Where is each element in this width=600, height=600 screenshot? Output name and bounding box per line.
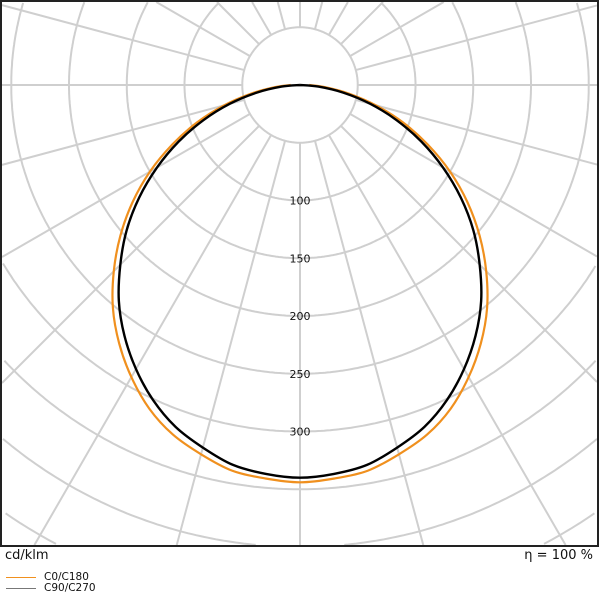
grid-circle [5,512,595,545]
grid-spoke [216,1,260,45]
grid-spoke [1,4,245,72]
grid-circle [3,360,597,491]
radial-tick-label: 200 [290,310,311,323]
grid-spoke [355,4,598,72]
grid-circle [10,2,590,375]
radial-tick-label: 100 [290,195,311,208]
legend-label: C0/C180 [44,571,89,583]
unit-label: cd/klm [5,548,49,563]
grid-circle [68,1,532,317]
grid-spoke [349,113,598,258]
radial-tick-labels: 100 150 200 250 300 [290,195,311,439]
curves [111,83,489,484]
grid-circle [2,262,597,433]
grid-spoke [313,140,425,546]
grid-spoke [175,140,287,546]
legend-item-c90-c270: C90/C270 [6,583,96,594]
grid-spoke [355,98,598,166]
grid-spoke [328,134,567,546]
grid-spoke [1,125,260,384]
efficiency-label: η = 100 % [524,548,593,563]
grid-spoke [340,1,384,45]
grid-spoke [340,125,598,383]
grid-circle [2,438,598,546]
grid-spoke [33,134,272,546]
grid-spoke [349,1,445,57]
grid-spoke [251,1,272,36]
radial-tick-label: 150 [290,252,311,265]
grid-spoke [155,1,251,57]
legend-swatch-black [6,588,36,589]
series-curve-c90-c270 [117,83,483,479]
grid-spoke [1,98,245,166]
grid-spoke [328,1,349,36]
legend-item-c0-c180: C0/C180 [6,572,96,583]
grid-spoke [276,1,287,30]
legend-label: C90/C270 [44,582,96,594]
radial-tick-label: 250 [290,368,311,381]
polar-chart: 100 150 200 250 300 [0,0,599,547]
polar-grid [1,1,598,546]
grid-spoke [1,113,251,258]
grid-spoke [313,1,324,30]
grid-circle [125,1,475,260]
series-curve-c0-c180 [111,83,489,484]
radial-tick-label: 300 [290,426,311,439]
legend-swatch-orange [6,577,36,578]
legend: C0/C180 C90/C270 [6,572,96,594]
plot-frame [0,0,599,547]
